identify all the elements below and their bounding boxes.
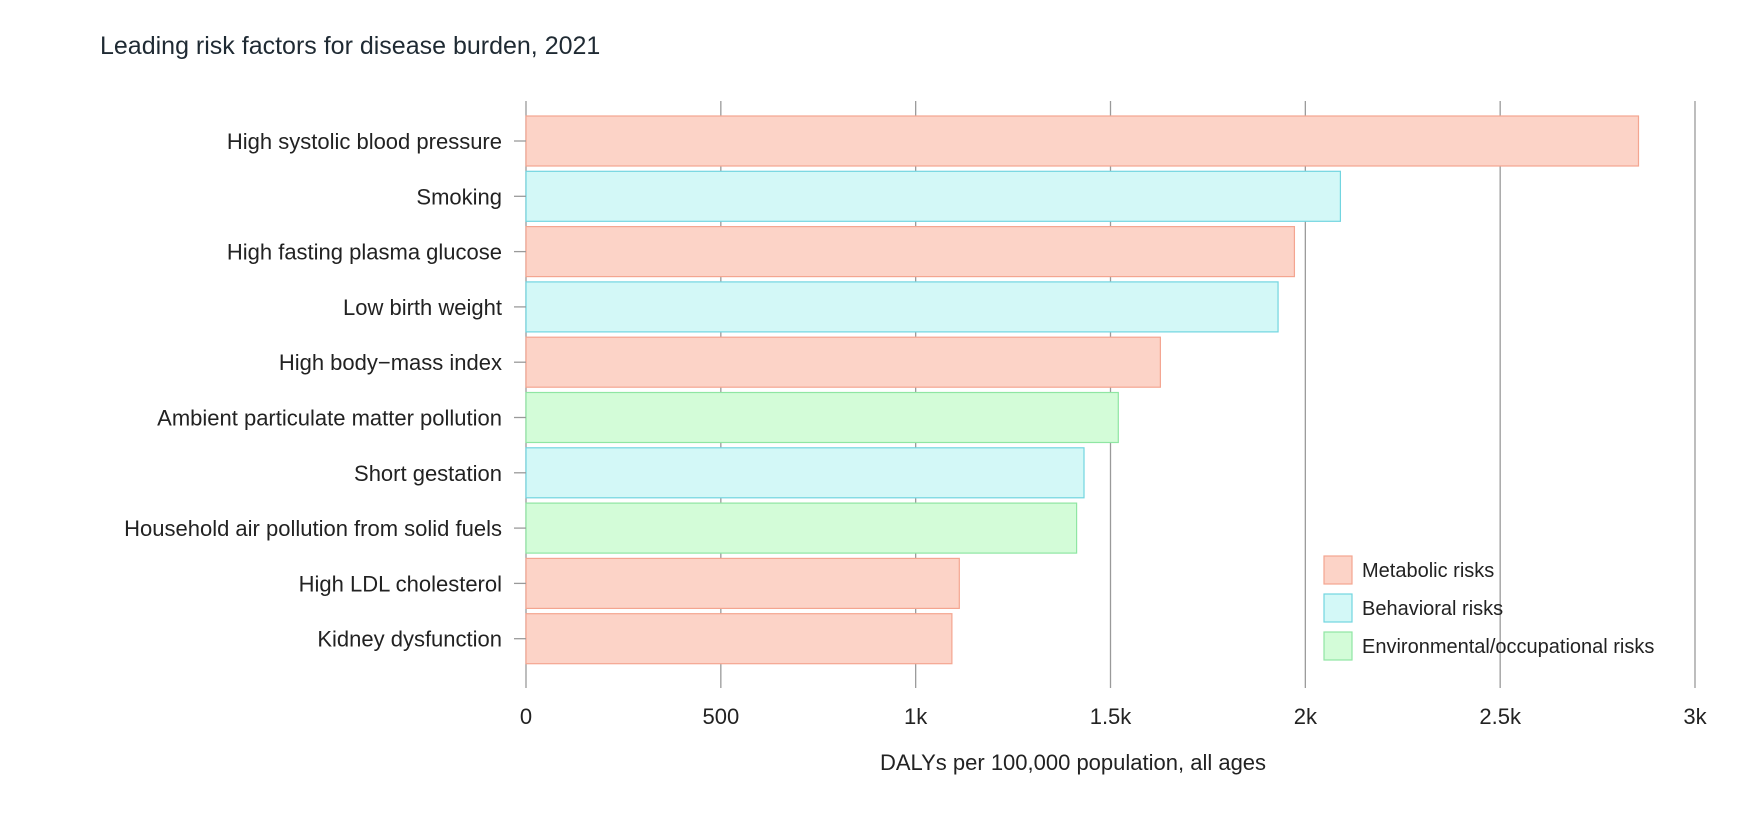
legend-label-behavioral: Behavioral risks xyxy=(1362,598,1503,620)
bar-4 xyxy=(525,281,1279,333)
chart-title: Leading risk factors for disease burden,… xyxy=(100,32,601,60)
bar-3 xyxy=(525,226,1296,278)
x-tick-label: 2.5k xyxy=(1479,704,1522,729)
x-tick-label: 0 xyxy=(520,704,532,729)
category-label: Household air pollution from solid fuels xyxy=(124,516,502,541)
category-label: Low birth weight xyxy=(343,295,502,320)
bar-5 xyxy=(525,336,1161,388)
category-label: High body−mass index xyxy=(279,350,502,375)
bar-7 xyxy=(525,447,1085,499)
category-label: High fasting plasma glucose xyxy=(227,240,502,265)
bars xyxy=(525,115,1640,665)
legend-swatch-behavioral xyxy=(1323,593,1353,623)
x-tick-label: 1k xyxy=(904,704,928,729)
x-tick-label: 500 xyxy=(702,704,739,729)
x-tick-label: 1.5k xyxy=(1090,704,1133,729)
category-label: High LDL cholesterol xyxy=(299,571,502,596)
x-tick-label: 2k xyxy=(1294,704,1318,729)
legend-swatch-metabolic xyxy=(1323,555,1353,585)
bar-8 xyxy=(525,502,1078,554)
x-tick-label: 3k xyxy=(1683,704,1707,729)
bar-10 xyxy=(525,613,953,665)
category-label: Smoking xyxy=(416,184,502,209)
x-axis-title: DALYs per 100,000 population, all ages xyxy=(880,750,1266,775)
bar-2 xyxy=(525,170,1342,222)
legend-swatch-environmental xyxy=(1323,631,1353,661)
bar-9 xyxy=(525,557,960,610)
category-label: Ambient particulate matter pollution xyxy=(157,406,502,431)
category-label: Kidney dysfunction xyxy=(317,627,502,652)
legend: Metabolic risks Behavioral risks Environme… xyxy=(1323,555,1654,661)
bar-6 xyxy=(525,391,1119,444)
category-labels: High systolic blood pressure Smoking High … xyxy=(124,129,526,652)
x-axis-ticks: 0 500 1k 1.5k 2k 2.5k 3k xyxy=(520,704,1708,729)
legend-label-environmental: Environmental/occupational risks xyxy=(1362,636,1654,658)
category-label: High systolic blood pressure xyxy=(227,129,502,154)
bar-1 xyxy=(525,115,1640,167)
category-label: Short gestation xyxy=(354,461,502,486)
legend-label-metabolic: Metabolic risks xyxy=(1362,560,1494,582)
